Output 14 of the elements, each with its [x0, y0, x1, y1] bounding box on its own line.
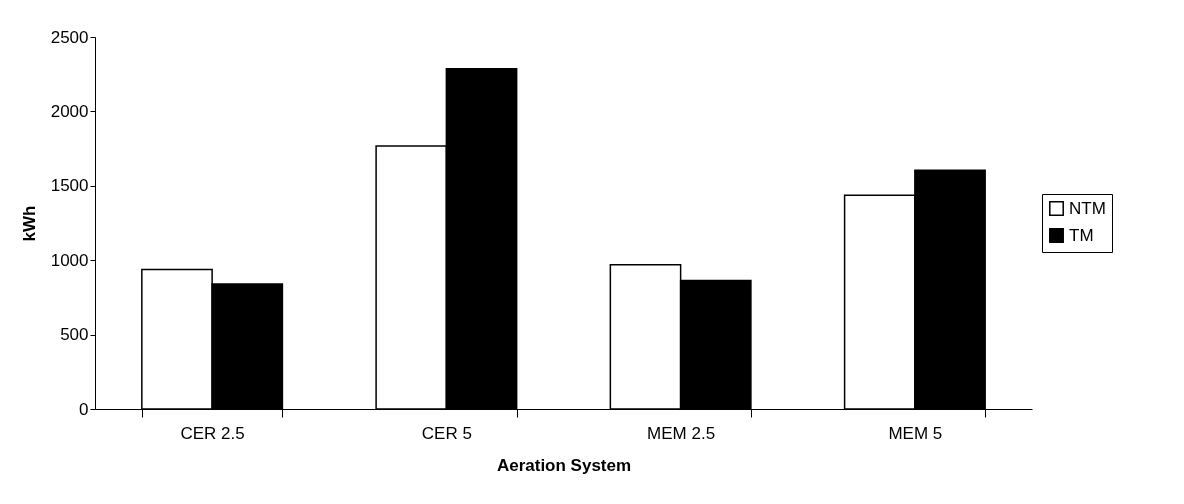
y-axis-title: kWh: [19, 205, 39, 242]
x-axis-title: Aeration System: [496, 455, 632, 475]
y-tick-label: 1500: [50, 176, 89, 196]
y-tick-label: 0: [79, 399, 89, 419]
y-tick-label: 2500: [50, 27, 89, 47]
y-tick-label: 500: [60, 325, 89, 345]
legend-label: NTM: [1069, 198, 1106, 218]
x-tick-label: CER 5: [421, 423, 472, 443]
x-tick-label: MEM 2.5: [647, 423, 716, 443]
x-tick-label: CER 2.5: [180, 423, 245, 443]
y-tick-label: 1000: [50, 250, 89, 270]
x-tick-label: MEM 5: [888, 423, 943, 443]
legend-label: TM: [1069, 225, 1094, 245]
y-tick-label: 2000: [50, 101, 89, 121]
